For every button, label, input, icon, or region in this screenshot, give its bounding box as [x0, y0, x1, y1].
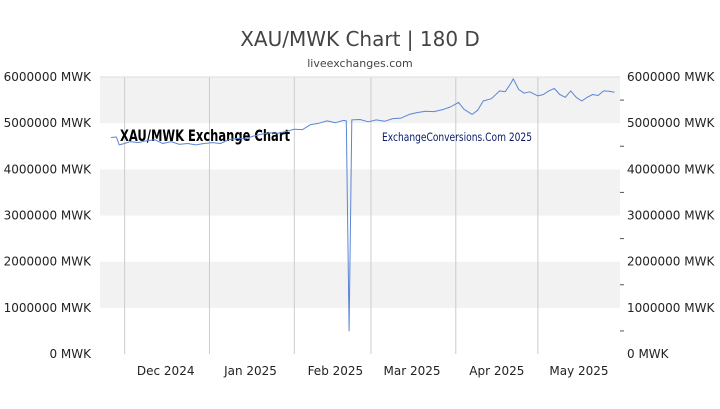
y-tick-label-left: 2000000 MWK [4, 255, 92, 269]
y-tick-label-right: 3000000 MWK [627, 209, 715, 223]
x-tick-label: Jan 2025 [223, 364, 277, 378]
x-axis: Dec 2024 Jan 2025 Feb 2025 Mar 2025 Apr 2025… [137, 364, 609, 378]
chart-title: XAU/MWK Chart | 180 D [240, 27, 480, 51]
x-tick-label: Feb 2025 [308, 364, 364, 378]
y-axis-right: 0 MWK 1000000 MWK 2000000 MWK 3000000 MWK 40… [620, 70, 715, 361]
plot-band [100, 307, 620, 354]
y-tick-label-right: 0 MWK [627, 347, 670, 361]
y-tick-label-right: 6000000 MWK [627, 70, 715, 84]
watermark-right: ExchangeConversions.Com 2025 [382, 130, 532, 144]
plot-band [100, 261, 620, 308]
plot-bands [100, 77, 620, 354]
y-tick-label-right: 5000000 MWK [627, 116, 715, 130]
plot-band [100, 123, 620, 170]
y-tick-label-right: 1000000 MWK [627, 301, 715, 315]
plot-band [100, 169, 620, 216]
x-tick-label: May 2025 [549, 364, 608, 378]
x-tick-label: Mar 2025 [384, 364, 441, 378]
y-tick-label-left: 4000000 MWK [4, 162, 92, 176]
watermark-left: XAU/MWK Exchange Chart [120, 126, 290, 145]
y-tick-label-right: 2000000 MWK [627, 255, 715, 269]
y-tick-label-left: 6000000 MWK [4, 70, 92, 84]
x-tick-label: Apr 2025 [469, 364, 524, 378]
y-tick-label-left: 0 MWK [49, 347, 92, 361]
y-tick-label-right: 4000000 MWK [627, 162, 715, 176]
series-layer [110, 78, 615, 332]
series-line [110, 78, 615, 332]
chart-subtitle: liveexchanges.com [307, 57, 412, 70]
y-axis-left: 0 MWK 1000000 MWK 2000000 MWK 3000000 MWK 40… [4, 70, 92, 361]
plot-band [100, 215, 620, 262]
x-tick-label: Dec 2024 [137, 364, 195, 378]
y-tick-label-left: 3000000 MWK [4, 209, 92, 223]
vertical-gridlines [124, 77, 539, 354]
y-tick-label-left: 5000000 MWK [4, 116, 92, 130]
plot-band [100, 77, 620, 124]
y-tick-label-left: 1000000 MWK [4, 301, 92, 315]
